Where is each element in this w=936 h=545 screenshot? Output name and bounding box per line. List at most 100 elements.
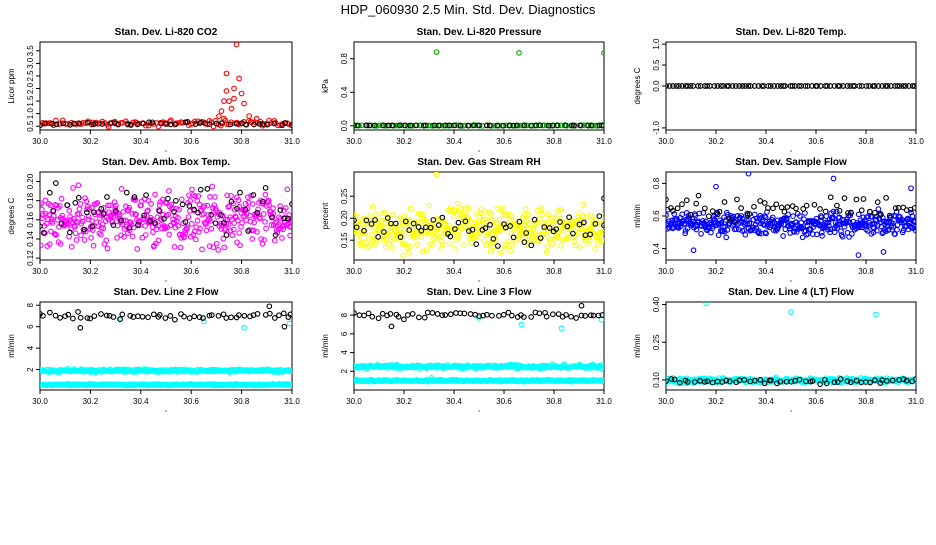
data-point	[742, 231, 749, 238]
data-point	[271, 120, 278, 127]
data-point	[177, 244, 184, 251]
data-point	[98, 231, 104, 238]
data-point	[502, 244, 508, 250]
data-point	[84, 206, 90, 213]
x-tick-label: 30.2	[708, 397, 724, 406]
data-point	[192, 193, 198, 199]
data-point	[500, 205, 507, 212]
data-point	[143, 192, 149, 198]
data-point	[718, 83, 724, 89]
data-point	[132, 211, 139, 217]
data-point	[695, 192, 702, 199]
data-point	[802, 83, 809, 89]
data-point	[806, 218, 813, 225]
data-point	[139, 313, 146, 320]
data-point	[505, 309, 512, 316]
data-point	[734, 196, 740, 203]
data-point	[397, 234, 404, 240]
data-point	[723, 234, 730, 241]
data-point	[207, 218, 214, 224]
data-point	[896, 83, 903, 89]
data-point	[586, 237, 593, 244]
data-point	[237, 242, 243, 249]
x-tick-label: 30.6	[183, 267, 199, 276]
data-point	[281, 323, 288, 330]
data-point	[251, 121, 257, 128]
data-point	[191, 206, 197, 213]
plot-frame	[39, 41, 293, 131]
data-points	[40, 303, 292, 389]
data-point	[736, 83, 743, 89]
data-point	[889, 377, 896, 384]
data-point	[497, 249, 504, 256]
data-point	[374, 222, 381, 229]
data-point	[260, 211, 267, 217]
data-point	[751, 83, 758, 89]
y-axis-label: ml/min	[633, 204, 642, 228]
data-point	[406, 227, 413, 233]
data-point	[131, 195, 138, 202]
data-point	[863, 83, 870, 89]
x-tick-label: 31.0	[284, 267, 300, 276]
data-point	[799, 234, 806, 241]
data-point	[196, 229, 202, 235]
y-tick-label: 0.25	[652, 334, 661, 350]
data-point	[747, 83, 754, 89]
data-point	[480, 216, 487, 223]
data-point	[676, 380, 683, 386]
x-tick-label: 31.0	[908, 397, 924, 406]
data-point	[769, 214, 776, 221]
data-point	[879, 83, 885, 89]
data-point	[375, 315, 382, 322]
data-point	[166, 231, 173, 238]
data-point	[239, 219, 245, 226]
data-point	[103, 312, 110, 319]
data-point	[389, 122, 396, 129]
data-point	[270, 205, 276, 212]
data-point	[288, 367, 292, 374]
data-point	[103, 237, 110, 244]
data-point	[150, 229, 156, 235]
data-point	[390, 245, 396, 251]
data-point	[162, 315, 169, 321]
data-point	[365, 310, 372, 317]
data-point	[88, 235, 94, 241]
data-point	[201, 202, 208, 209]
data-point	[753, 215, 760, 222]
data-point	[114, 235, 120, 241]
data-point	[601, 377, 604, 384]
data-point	[145, 314, 151, 321]
data-point	[513, 122, 520, 129]
data-point	[289, 201, 292, 207]
x-tick-label: 30.4	[446, 137, 462, 146]
y-tick-label: 0.5	[26, 120, 35, 132]
data-point	[810, 231, 816, 237]
data-point	[147, 218, 153, 224]
data-point	[469, 226, 476, 233]
data-point	[571, 122, 577, 129]
data-point	[774, 83, 781, 89]
data-point	[687, 211, 694, 218]
data-point	[855, 211, 862, 218]
data-point	[87, 315, 93, 322]
data-point	[581, 219, 587, 226]
x-tick-label: 30.2	[708, 137, 724, 146]
data-point	[770, 205, 776, 212]
data-point	[839, 233, 846, 240]
data-point	[455, 219, 462, 226]
data-point	[368, 221, 375, 227]
data-point	[827, 226, 834, 233]
data-point	[433, 49, 440, 55]
y-tick-label: 8	[26, 302, 35, 307]
data-point	[79, 214, 85, 221]
data-point	[873, 227, 880, 234]
data-point	[144, 208, 150, 215]
data-point	[236, 75, 242, 82]
data-point	[213, 120, 220, 127]
data-point	[903, 207, 910, 213]
data-point	[493, 220, 500, 226]
data-point	[279, 235, 285, 241]
data-point	[65, 311, 72, 318]
plot-frame	[665, 301, 917, 391]
data-point	[132, 197, 139, 203]
